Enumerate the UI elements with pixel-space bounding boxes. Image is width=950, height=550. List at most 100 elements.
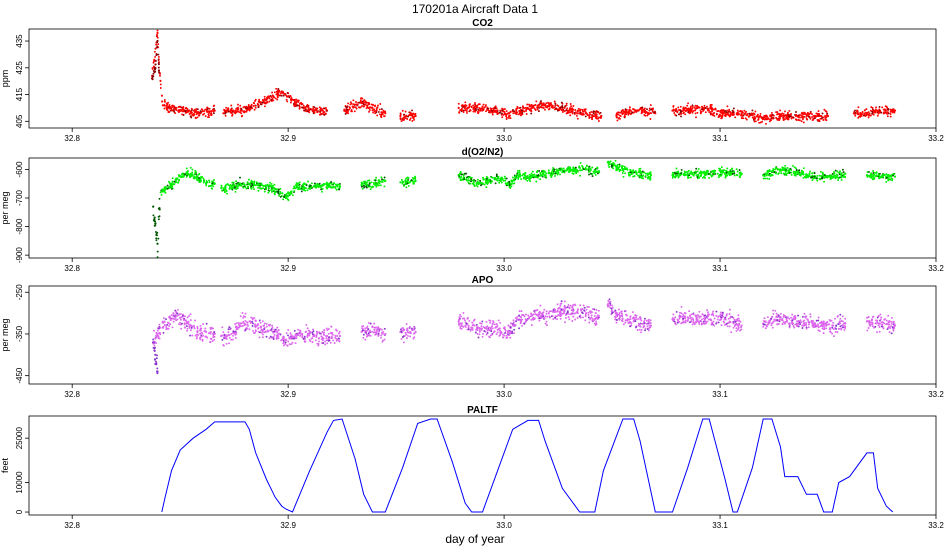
apo-sample-point	[232, 334, 234, 337]
apo-sample-point	[277, 335, 280, 338]
co2-sample-point	[355, 101, 357, 103]
apo-sample-point	[507, 329, 510, 332]
co2-sample-point	[484, 104, 487, 107]
apo-sample-point	[482, 325, 485, 328]
o2n2-sample-point	[578, 165, 581, 168]
co2-sample-point	[684, 110, 687, 113]
apo-sample-point	[315, 334, 318, 337]
co2-sample-point	[865, 114, 868, 116]
co2-sample-point	[576, 117, 579, 120]
o2n2-sample-point	[676, 174, 679, 177]
o2n2-sample-point	[519, 173, 522, 176]
o2n2-sample-point	[596, 172, 599, 175]
co2-sample-point	[716, 110, 719, 113]
apo-sample-point	[179, 321, 181, 324]
o2n2-sample-point	[610, 164, 613, 166]
o2n2-sample-point	[559, 173, 561, 176]
apo-sample-point	[199, 324, 202, 327]
o2n2-sample-point	[775, 166, 777, 169]
co2-sample-point	[371, 106, 374, 109]
o2n2-sample-point	[887, 173, 890, 176]
co2-sample-point	[625, 113, 628, 116]
co2-sample-point	[736, 112, 739, 115]
o2n2-sample-point	[167, 186, 170, 189]
co2-sample-point	[210, 110, 213, 113]
co2-sample-point	[530, 107, 532, 110]
o2n2-sample-point	[588, 170, 591, 173]
co2-sample-point	[627, 113, 630, 116]
o2n2-sample-point	[250, 182, 253, 185]
o2n2-sample-point	[885, 176, 888, 179]
o2n2-sample-point	[560, 167, 563, 170]
apo-sample-point	[229, 328, 232, 331]
co2-sample-point	[579, 108, 582, 111]
apo-x-tick-label: 32.9	[280, 390, 296, 399]
apo-sample-point	[188, 324, 191, 327]
o2n2-sample-point	[205, 181, 208, 184]
co2-sample-point	[289, 101, 292, 104]
o2n2-sample-point	[787, 169, 790, 172]
co2-sample-point	[413, 118, 416, 121]
apo-sample-point	[406, 337, 408, 340]
apo-sample-point	[244, 312, 247, 315]
co2-sample-point	[712, 112, 715, 115]
apo-sample-point	[255, 320, 257, 322]
o2n2-sample-point	[411, 176, 414, 179]
apo-sample-point	[297, 332, 300, 335]
apo-sample-point	[179, 316, 182, 319]
apo-sample-point	[254, 323, 257, 326]
o2n2-sample-point	[410, 179, 413, 182]
apo-sample-point	[197, 334, 200, 336]
apo-sample-point	[228, 336, 231, 339]
apo-sample-point	[199, 332, 202, 335]
o2n2-sample-point	[461, 173, 464, 176]
co2-panel-title: CO2	[472, 18, 493, 29]
o2n2-sample-point	[589, 167, 592, 170]
apo-sample-point	[364, 338, 367, 341]
apo-sample-point	[263, 322, 266, 325]
co2-sample-point	[532, 104, 535, 107]
o2n2-sample-point	[689, 176, 692, 179]
co2-sample-point	[872, 113, 875, 116]
apo-sample-point	[250, 316, 253, 319]
co2-sample-point	[488, 110, 491, 112]
co2-sample-point	[821, 117, 823, 119]
co2-sample-point	[212, 105, 215, 108]
apo-sample-point	[162, 321, 165, 324]
o2n2-sample-point	[639, 175, 642, 177]
apo-sample-point	[282, 336, 285, 338]
co2-sample-point	[349, 101, 352, 104]
co2-sample-point	[696, 111, 699, 114]
apo-sample-point	[338, 340, 341, 343]
co2-sample-point	[505, 113, 508, 116]
co2-sample-point	[572, 108, 575, 111]
apo-sample-point	[362, 336, 365, 339]
co2-sample-point	[553, 100, 556, 103]
o2n2-sample-point	[269, 184, 272, 187]
apo-sample-point	[375, 330, 378, 333]
co2-sample-point	[407, 114, 410, 117]
o2n2-sample-point	[257, 182, 260, 185]
o2n2-sample-point	[738, 171, 741, 174]
co2-sample-point	[572, 105, 575, 107]
apo-sample-point	[525, 320, 527, 323]
o2n2-sample-point	[614, 159, 617, 162]
o2n2-sample-point	[524, 175, 527, 178]
co2-sample-point	[714, 108, 717, 111]
o2n2-sample-point	[297, 184, 300, 187]
co2-sample-point	[186, 109, 189, 112]
apo-sample-point	[308, 330, 311, 333]
apo-sample-point	[189, 334, 192, 337]
o2n2-sample-point	[710, 171, 713, 173]
apo-sample-point	[159, 326, 162, 329]
o2n2-sample-point	[796, 172, 799, 175]
o2n2-sample-point	[173, 180, 176, 183]
o2n2-sample-point	[820, 175, 823, 177]
o2n2-sample-point	[278, 194, 281, 197]
co2-sample-point	[545, 102, 548, 105]
co2-sample-point	[378, 108, 381, 111]
apo-sample-point	[538, 319, 541, 322]
co2-sample-point	[811, 116, 814, 118]
co2-sample-point	[474, 110, 477, 113]
o2n2-sample-point	[877, 172, 880, 175]
